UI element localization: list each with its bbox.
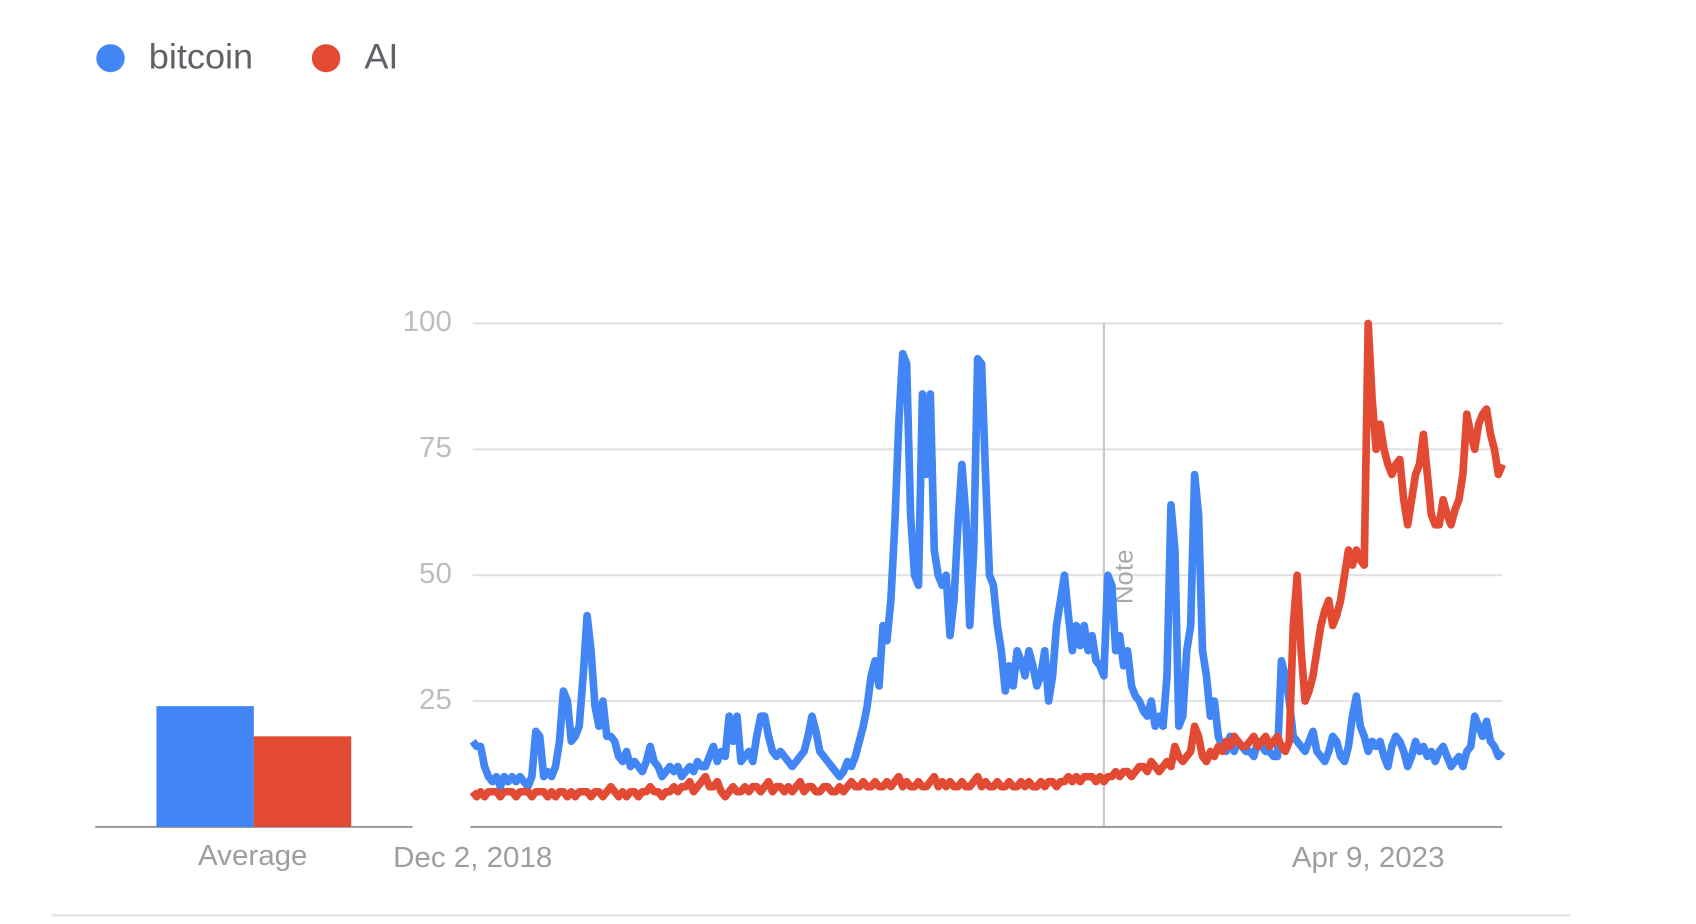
legend-label: bitcoin [149,37,253,77]
legend-marker [311,44,341,73]
average-label: Average [198,839,307,872]
y-tick-label: 75 [419,431,452,464]
y-tick-label: 100 [403,305,452,338]
line-series [469,349,1506,791]
average-bar [253,736,352,827]
average-bar [156,706,254,827]
x-tick-label: Dec 2, 2018 [393,841,552,874]
line-series [469,319,1506,801]
legend-marker [96,44,125,73]
y-tick-label: 50 [419,557,452,590]
y-tick-label: 25 [419,683,452,716]
legend-label: AI [364,37,398,77]
x-tick-label: Apr 9, 2023 [1292,841,1445,874]
